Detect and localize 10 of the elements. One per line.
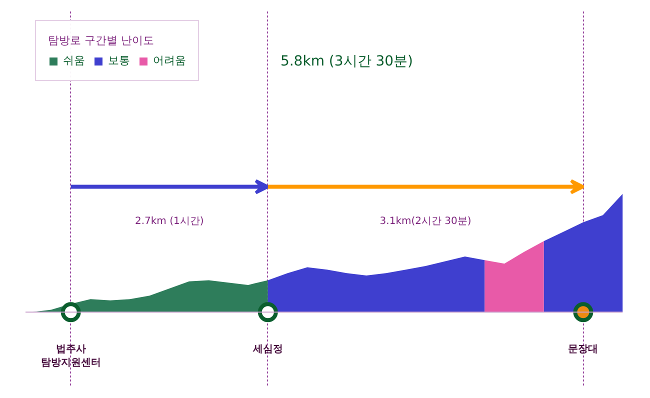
chart-title: 5.8km (3시간 30분) <box>280 54 414 70</box>
x-tick-label: 문장대 <box>568 344 598 356</box>
legend-label: 쉬움 <box>63 53 85 68</box>
x-tick-label: 법주사 탐방지원센터 <box>40 344 101 368</box>
legend-label: 어려움 <box>153 53 186 68</box>
annotation: 2.7km (1시간) <box>134 216 204 227</box>
x-tick-label: 세심정 <box>252 344 283 356</box>
legend-label: 보통 <box>108 53 130 68</box>
annotation: 3.1km(2시간 30분) <box>380 216 472 227</box>
legend-title: 탐방로 구간별 난이도 <box>48 33 155 48</box>
